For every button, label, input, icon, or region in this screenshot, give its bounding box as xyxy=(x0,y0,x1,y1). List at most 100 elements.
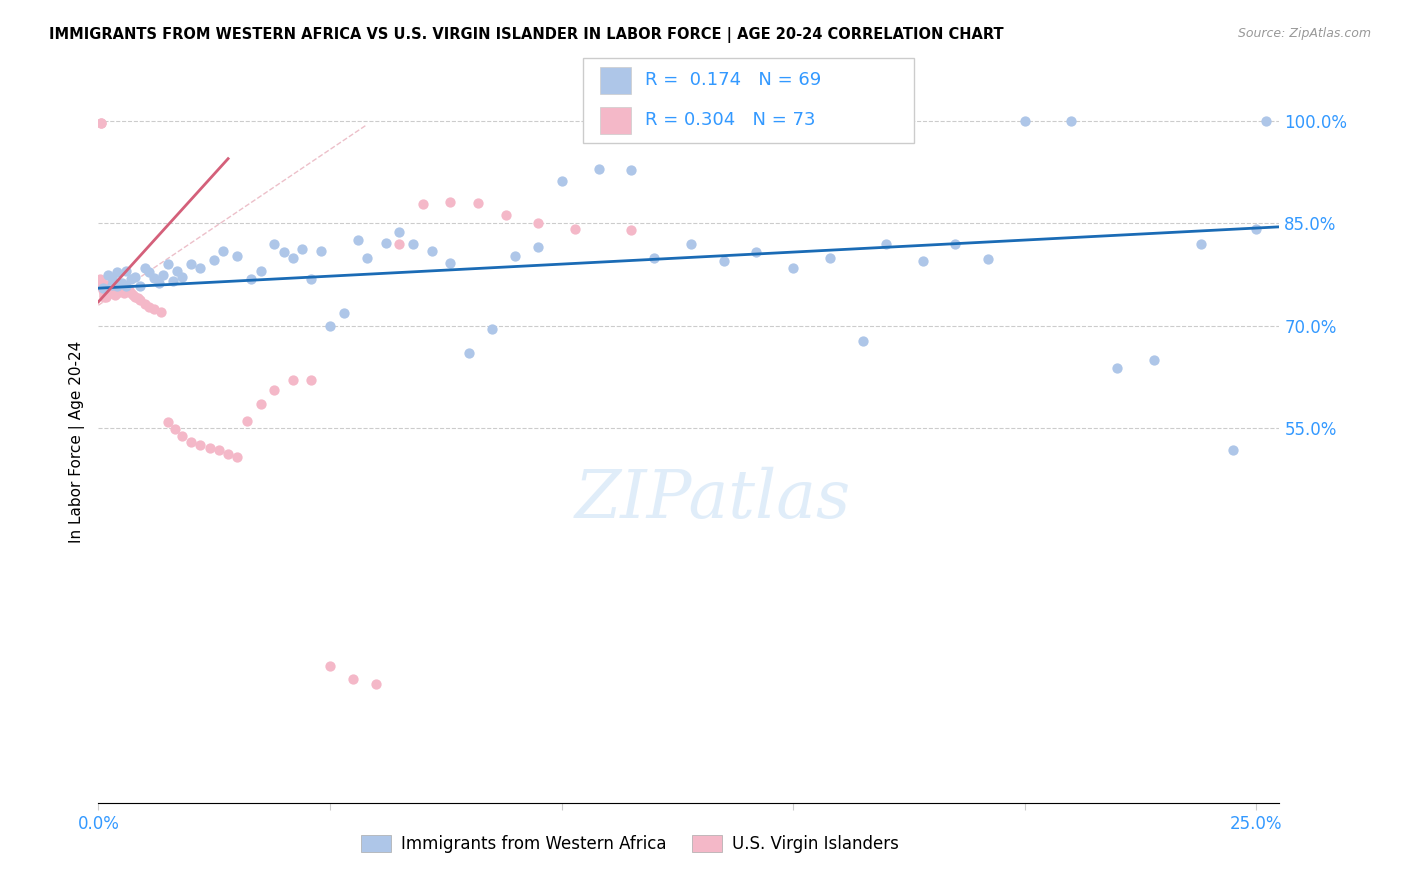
Point xyxy=(162,274,184,288)
Point xyxy=(108,283,131,297)
Point xyxy=(112,285,135,300)
Point xyxy=(127,292,149,306)
Point xyxy=(134,297,156,311)
Point xyxy=(226,249,249,263)
Point xyxy=(875,236,897,251)
Point xyxy=(115,264,138,278)
Point xyxy=(104,288,127,302)
Point xyxy=(226,450,249,464)
Point xyxy=(420,244,443,258)
Point xyxy=(643,251,665,265)
Text: ZIPatlas: ZIPatlas xyxy=(575,467,851,532)
Point xyxy=(745,245,768,260)
Point xyxy=(117,283,139,297)
Point xyxy=(388,236,411,251)
Point xyxy=(101,277,124,292)
Point xyxy=(107,279,129,293)
Point xyxy=(439,194,461,209)
Point xyxy=(91,279,114,293)
Point xyxy=(366,676,388,690)
Point xyxy=(976,252,998,266)
Point xyxy=(263,236,285,251)
Point xyxy=(91,277,114,291)
Point xyxy=(156,416,179,430)
Point xyxy=(212,244,235,258)
Point xyxy=(124,269,146,284)
Point xyxy=(333,306,356,320)
Point xyxy=(156,257,179,271)
Point xyxy=(681,236,703,251)
Point xyxy=(110,277,132,291)
Point xyxy=(90,115,112,129)
Point xyxy=(1222,442,1244,457)
Point xyxy=(550,174,572,188)
Point xyxy=(439,256,461,270)
Point xyxy=(97,283,120,297)
Point xyxy=(319,659,342,673)
Point xyxy=(180,257,202,271)
Point xyxy=(412,197,434,211)
Point xyxy=(301,373,323,387)
Point xyxy=(89,277,111,291)
Point xyxy=(943,236,966,251)
Point xyxy=(198,442,221,456)
Point xyxy=(170,429,193,443)
Point xyxy=(103,285,125,299)
Point xyxy=(90,274,112,288)
Point xyxy=(94,285,117,299)
Point xyxy=(163,422,186,436)
Point xyxy=(89,272,111,286)
Point xyxy=(356,251,378,265)
Point xyxy=(90,277,112,292)
Point xyxy=(527,239,550,253)
Point xyxy=(263,384,285,398)
Point xyxy=(103,285,125,300)
Point xyxy=(129,279,152,293)
Point xyxy=(188,260,211,275)
Point xyxy=(105,265,128,279)
Point xyxy=(101,281,124,295)
Legend: Immigrants from Western Africa, U.S. Virgin Islanders: Immigrants from Western Africa, U.S. Vir… xyxy=(354,828,905,860)
Point xyxy=(94,279,117,293)
Point xyxy=(91,281,114,295)
Point xyxy=(98,285,121,300)
Y-axis label: In Labor Force | Age 20-24: In Labor Force | Age 20-24 xyxy=(69,341,86,542)
Point xyxy=(620,163,643,178)
Point xyxy=(138,265,160,279)
Point xyxy=(101,271,124,285)
Point xyxy=(93,285,115,300)
Point xyxy=(94,288,117,302)
Point xyxy=(301,272,323,286)
Point xyxy=(148,277,170,291)
Point xyxy=(458,346,481,360)
Point xyxy=(129,293,152,307)
Point xyxy=(249,264,271,278)
Text: R = 0.304   N = 73: R = 0.304 N = 73 xyxy=(645,112,815,129)
Point xyxy=(346,234,368,248)
Point xyxy=(149,305,172,319)
Point xyxy=(1143,352,1166,367)
Point xyxy=(100,279,122,293)
Point xyxy=(143,271,166,285)
Point xyxy=(1107,360,1129,375)
Point xyxy=(90,115,112,129)
Point xyxy=(96,290,118,304)
Point xyxy=(97,281,120,295)
Point xyxy=(115,279,138,293)
Point xyxy=(467,196,489,211)
Point xyxy=(89,277,111,292)
Point xyxy=(170,269,193,284)
Point xyxy=(124,290,146,304)
Text: IMMIGRANTS FROM WESTERN AFRICA VS U.S. VIRGIN ISLANDER IN LABOR FORCE | AGE 20-2: IMMIGRANTS FROM WESTERN AFRICA VS U.S. V… xyxy=(49,27,1004,43)
Point xyxy=(115,281,138,295)
Point xyxy=(134,260,156,275)
Point xyxy=(120,285,142,300)
Point xyxy=(1189,236,1212,251)
Text: R =  0.174   N = 69: R = 0.174 N = 69 xyxy=(645,71,821,89)
Point xyxy=(402,236,425,251)
Point xyxy=(96,283,118,297)
Point xyxy=(105,285,128,300)
Point xyxy=(122,288,145,302)
Point xyxy=(911,254,934,268)
Point xyxy=(1014,114,1036,128)
